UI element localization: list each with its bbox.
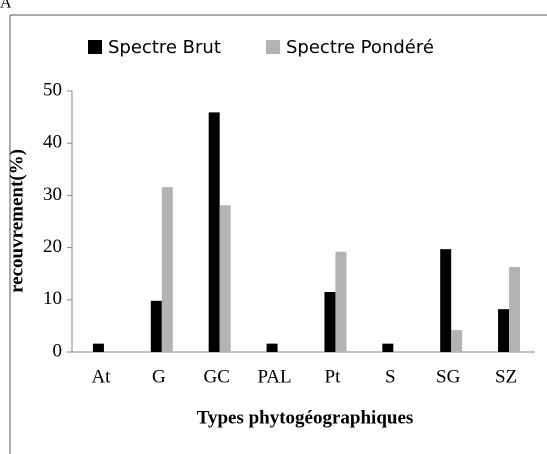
x-tick-label: G [152,366,166,387]
bar [150,300,162,352]
legend-swatch [88,40,102,54]
x-tick-label: SZ [495,366,517,387]
x-tick-label: At [91,366,111,387]
bar [382,343,394,352]
bar [335,251,347,352]
x-tick-label: GC [203,366,229,387]
x-tick-label: PAL [257,366,291,387]
bar [219,205,231,352]
y-tick-label: 10 [43,288,62,309]
bar [161,187,173,352]
bar [451,330,463,352]
y-axis-title: recouvrement(%) [6,149,27,293]
y-tick-label: 40 [43,132,62,153]
legend-label: Spectre Pondéré [286,37,434,58]
bar [509,266,521,352]
bar [498,309,510,352]
bar [266,343,278,352]
panel-label: A [0,0,12,12]
x-tick-label: Pt [325,366,342,387]
bar [440,249,452,352]
x-tick-label: S [385,366,396,387]
bar [324,291,336,352]
y-tick-label: 30 [43,184,62,205]
bar [92,343,104,352]
legend-label: Spectre Brut [108,37,221,58]
y-tick-label: 50 [43,79,62,100]
legend-swatch [266,40,280,54]
y-tick-label: 0 [53,340,63,361]
bar [208,112,220,352]
x-axis-title: Types phytogéographiques [197,407,414,428]
y-tick-label: 20 [43,236,62,257]
x-tick-label: SG [436,366,461,387]
